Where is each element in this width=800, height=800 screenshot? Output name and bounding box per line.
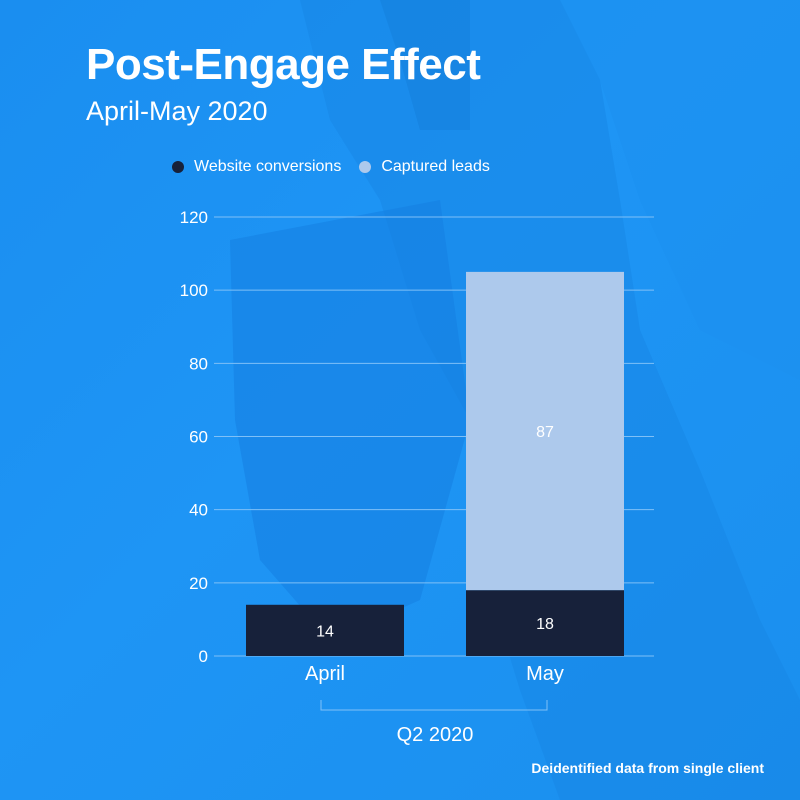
y-tick-label: 40 <box>189 501 208 520</box>
chart-subtitle: April-May 2020 <box>86 96 268 126</box>
y-tick-label: 100 <box>180 281 208 300</box>
data-label: 14 <box>316 623 334 640</box>
bar-website-conversions-april <box>246 604 404 656</box>
y-tick-label: 80 <box>189 354 208 373</box>
y-tick-label: 20 <box>189 574 208 593</box>
legend-item-website-conversions: Website conversions <box>172 158 341 176</box>
group-bracket <box>320 700 548 711</box>
x-category-label: May <box>526 663 564 685</box>
x-category-label: April <box>305 663 345 685</box>
legend-label-captured-leads: Captured leads <box>381 158 490 175</box>
footnote: Deidentified data from single client <box>531 760 764 776</box>
y-tick-label: 120 <box>180 208 208 227</box>
legend-item-captured-leads: Captured leads <box>359 158 490 176</box>
legend: Website conversions Captured leads <box>172 158 508 176</box>
chart-title: Post-Engage Effect <box>86 40 481 89</box>
legend-swatch-captured-leads <box>359 161 372 173</box>
data-label: 18 <box>536 616 554 633</box>
y-tick-label: 0 <box>199 647 208 666</box>
bar-captured-leads-may <box>466 271 624 591</box>
y-tick-label: 60 <box>189 428 208 447</box>
bar-website-conversions-may <box>466 590 624 656</box>
data-label: 87 <box>536 424 554 441</box>
x-group-label: Q2 2020 <box>397 724 474 746</box>
legend-label-website-conversions: Website conversions <box>194 158 342 175</box>
legend-swatch-website-conversions <box>172 161 184 173</box>
